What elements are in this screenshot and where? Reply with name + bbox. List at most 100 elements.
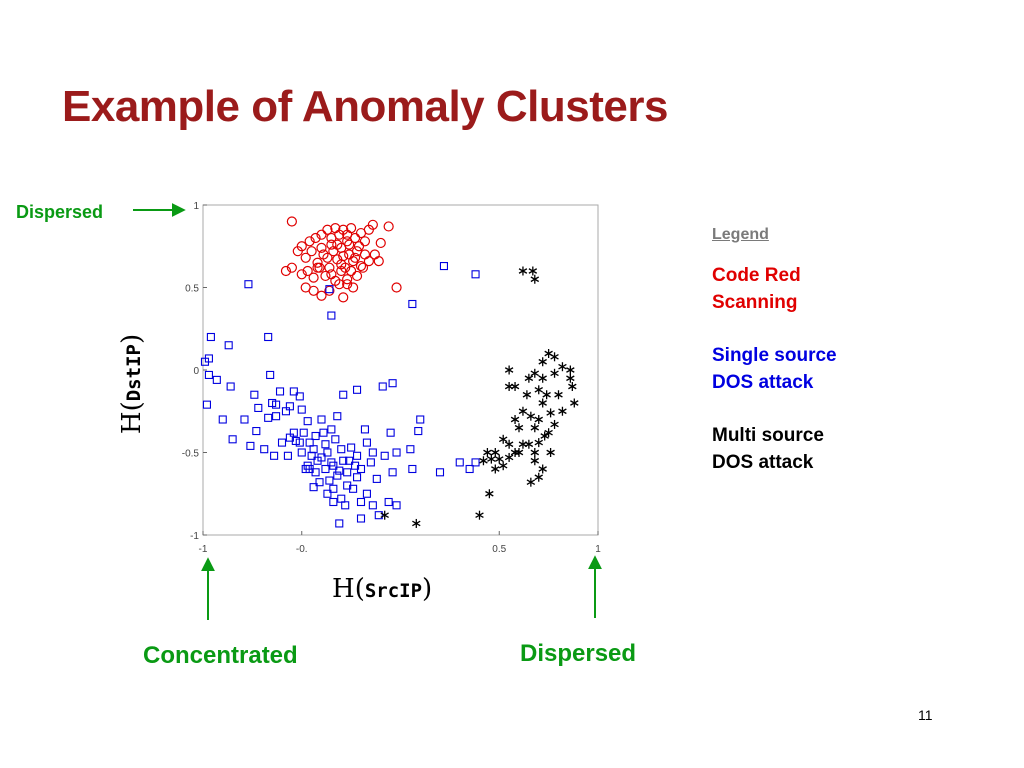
x-axis-ticks: -1 -0. 0.5 1 (199, 531, 601, 555)
point-code-red (363, 256, 374, 267)
point-multi-source (524, 439, 534, 449)
point-single-source (323, 448, 332, 457)
point-single-source (266, 370, 275, 380)
point-single-source (356, 464, 366, 474)
point-single-source (380, 451, 389, 460)
point-multi-source (504, 365, 514, 375)
point-code-red (353, 241, 365, 252)
point-multi-source (558, 406, 567, 416)
point-code-red (346, 265, 357, 277)
point-single-source (392, 448, 401, 457)
point-multi-source (554, 390, 563, 400)
point-multi-source (504, 382, 514, 391)
point-single-source (352, 473, 362, 482)
point-multi-source (546, 448, 555, 457)
point-multi-source (526, 477, 536, 487)
point-single-source (435, 468, 445, 477)
point-single-source (295, 392, 304, 401)
point-code-red (292, 246, 303, 257)
point-multi-source (530, 456, 540, 466)
point-single-source (471, 270, 480, 279)
point-code-red (324, 285, 335, 296)
point-multi-source (538, 398, 547, 408)
point-single-source (315, 478, 324, 487)
point-multi-source (522, 390, 532, 400)
point-single-source (226, 382, 235, 391)
point-multi-source (534, 415, 543, 424)
point-single-source (439, 261, 449, 271)
point-multi-source (534, 438, 543, 448)
point-multi-source (528, 266, 538, 276)
point-single-source (295, 438, 304, 447)
point-multi-source (380, 510, 389, 520)
point-single-source (299, 428, 308, 437)
point-code-red (326, 239, 337, 250)
point-code-red (286, 262, 297, 273)
point-multi-source (514, 423, 524, 433)
point-single-source (349, 484, 358, 493)
point-single-source (264, 413, 273, 422)
point-single-source (319, 428, 328, 437)
point-multi-source (412, 518, 421, 528)
point-multi-source (558, 362, 567, 372)
point-multi-source (518, 266, 528, 276)
point-multi-source (491, 448, 500, 457)
point-multi-source (479, 456, 488, 466)
point-code-red (304, 236, 315, 247)
point-single-source (321, 464, 330, 474)
point-code-red (359, 236, 371, 247)
point-code-red (342, 274, 353, 285)
y-tick-label: -0.5 (182, 449, 200, 460)
point-code-red (344, 239, 355, 250)
point-single-source (325, 285, 334, 294)
y-axis-ticks: 1 0.5 0 -0.5 -1 (182, 201, 207, 542)
point-code-red (351, 270, 363, 282)
point-code-red (332, 239, 343, 250)
point-multi-source (491, 464, 500, 474)
point-code-red (359, 249, 371, 260)
point-single-source (345, 456, 354, 465)
point-single-source (386, 428, 395, 437)
point-code-red (357, 262, 369, 273)
point-single-source (465, 464, 474, 474)
point-single-source (408, 464, 417, 474)
point-multi-source (538, 373, 547, 383)
point-code-red (334, 279, 345, 290)
point-single-source (224, 341, 233, 350)
point-single-source (329, 497, 338, 507)
point-single-source (212, 375, 221, 384)
point-single-source (272, 400, 281, 409)
y-tick-label: 0 (193, 366, 199, 377)
point-single-source (289, 387, 298, 396)
point-single-source (366, 458, 375, 467)
x-axis-arg: SrcIP (364, 580, 423, 602)
point-single-source (313, 456, 322, 465)
point-single-source (337, 494, 346, 503)
point-single-source (275, 387, 285, 396)
point-code-red (367, 219, 378, 230)
point-multi-source (546, 408, 555, 418)
point-multi-source (524, 373, 534, 383)
point-single-source (388, 468, 397, 477)
point-code-red (324, 262, 335, 273)
x-axis-title: H(SrcIP) (332, 574, 433, 604)
point-multi-source (487, 454, 496, 464)
point-multi-source (544, 428, 553, 438)
point-single-source (264, 332, 273, 342)
point-single-source (327, 311, 336, 320)
data-points (200, 216, 579, 528)
point-code-red (308, 272, 319, 283)
point-code-red (280, 265, 292, 277)
annotation-dispersed-top: Dispersed (16, 202, 104, 222)
annotation-concentrated: Concentrated (143, 642, 298, 669)
point-single-source (206, 332, 215, 342)
point-single-source (392, 501, 401, 510)
point-multi-source (504, 439, 514, 449)
point-single-source (325, 476, 334, 485)
point-multi-source (550, 419, 559, 429)
point-multi-source (530, 368, 540, 378)
point-multi-source (568, 382, 577, 391)
x-tick-label: 0.5 (492, 544, 506, 555)
point-single-source (309, 445, 318, 454)
point-single-source (240, 415, 249, 424)
